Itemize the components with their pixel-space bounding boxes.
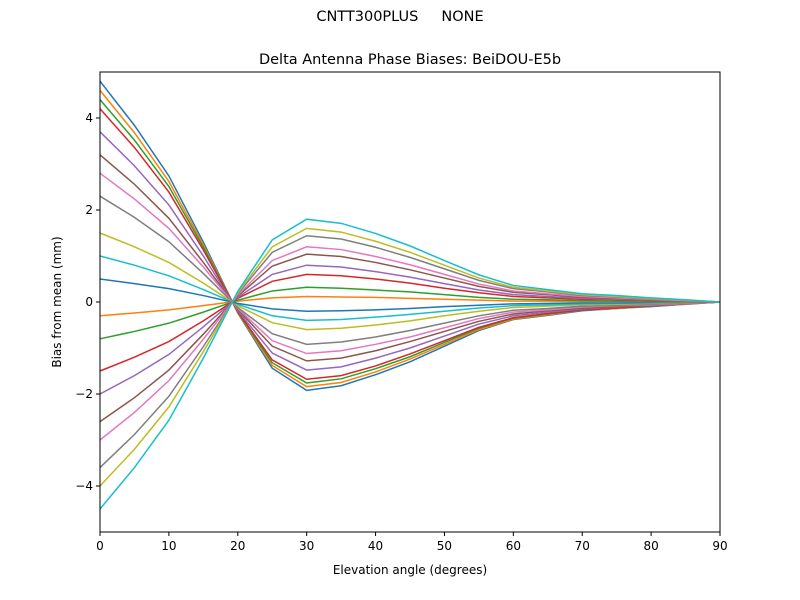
series-line-19: [99, 218, 721, 510]
x-tick-label: 50: [437, 539, 452, 553]
y-tick-label: 2: [85, 203, 93, 217]
x-tick-label: 90: [712, 539, 727, 553]
series-line-16: [99, 246, 721, 441]
series-lines: [99, 80, 721, 510]
series-line-10: [99, 278, 721, 312]
y-axis-label: Bias from mean (mm): [50, 236, 64, 367]
x-tick-label: 10: [161, 539, 176, 553]
x-tick-label: 80: [643, 539, 658, 553]
y-tick-label: −2: [75, 387, 93, 401]
series-line-14: [99, 264, 721, 395]
figure-suptitle: CNTT300PLUS NONE: [316, 9, 484, 25]
axis-ticks: 0 10 20 30 40 50 60 70 80 90 −4 −2 0 2 4: [75, 111, 727, 553]
y-tick-label: 0: [85, 295, 93, 309]
series-line-3: [99, 108, 721, 381]
series-line-5: [99, 154, 721, 362]
x-tick-label: 20: [230, 539, 245, 553]
plot-frame: [99, 71, 721, 533]
x-tick-label: 40: [368, 539, 383, 553]
x-tick-label: 30: [299, 539, 314, 553]
series-line-9: [99, 255, 721, 322]
series-line-8: [99, 232, 721, 331]
series-line-15: [99, 253, 721, 423]
y-tick-label: 4: [85, 111, 93, 125]
chart-title: Delta Antenna Phase Biases: BeiDOU-E5b: [259, 52, 561, 68]
y-tick-label: −4: [75, 479, 93, 493]
x-tick-label: 60: [506, 539, 521, 553]
x-tick-label: 70: [575, 539, 590, 553]
x-tick-label: 0: [96, 539, 104, 553]
series-line-18: [99, 227, 721, 487]
x-axis-label: Elevation angle (degrees): [333, 563, 487, 577]
series-line-12: [99, 286, 721, 340]
series-line-7: [99, 195, 721, 346]
